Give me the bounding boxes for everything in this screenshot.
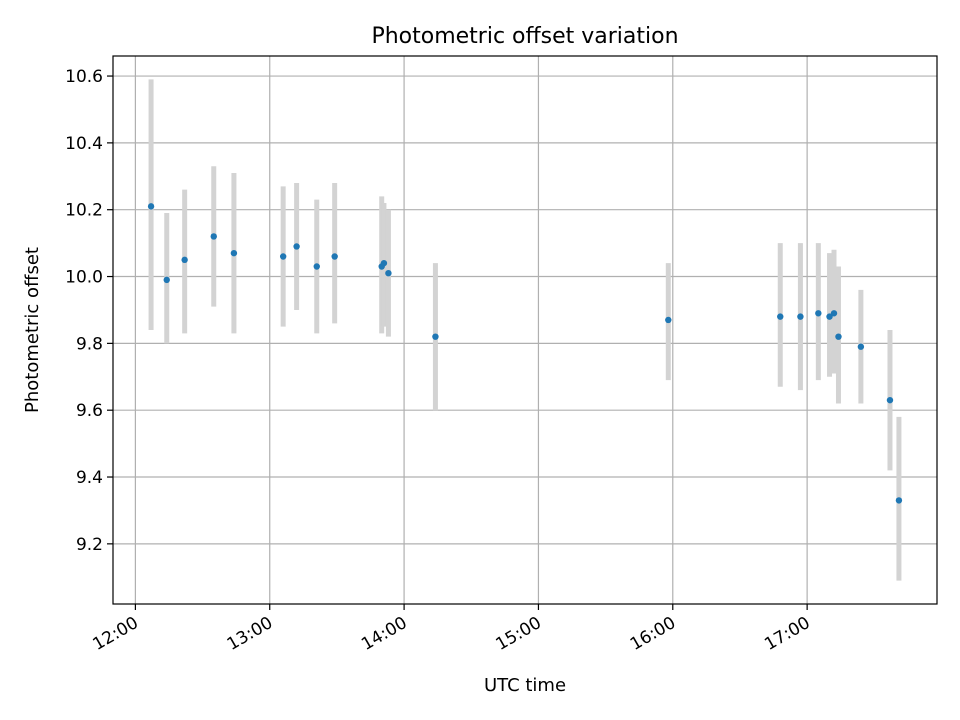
data-point xyxy=(857,343,865,350)
chart-title: Photometric offset variation xyxy=(371,24,678,49)
data-point xyxy=(163,276,170,284)
data-point xyxy=(835,333,842,340)
y-tick-label: 10.6 xyxy=(65,67,103,87)
data-point xyxy=(385,269,392,277)
y-tick-label: 10.0 xyxy=(65,268,103,288)
y-tick-label: 9.4 xyxy=(76,468,103,488)
data-point xyxy=(830,310,838,317)
data-point xyxy=(665,316,672,324)
data-point xyxy=(815,310,822,317)
data-point xyxy=(230,249,238,257)
data-point xyxy=(432,333,439,340)
data-point xyxy=(181,256,188,264)
y-axis: 9.2 9.4 9.6 9.8 10.0 10.2 10.4 10.6 xyxy=(65,67,113,555)
x-axis-label: UTC time xyxy=(484,675,566,696)
data-points xyxy=(147,203,903,504)
data-point xyxy=(279,253,287,260)
y-tick-label: 9.2 xyxy=(76,535,103,555)
data-point xyxy=(777,313,784,320)
data-point xyxy=(331,253,338,260)
y-tick-label: 9.8 xyxy=(76,334,103,354)
plot-frame xyxy=(112,55,938,605)
data-point xyxy=(886,396,894,404)
y-tick-label: 10.4 xyxy=(65,134,103,154)
data-point xyxy=(380,259,388,267)
data-point xyxy=(293,243,300,250)
data-point xyxy=(826,313,833,320)
data-point xyxy=(895,497,903,504)
data-point xyxy=(797,313,804,320)
y-axis-label: Photometric offset xyxy=(22,247,43,413)
data-point xyxy=(147,203,155,210)
data-point xyxy=(210,233,217,240)
y-tick-label: 9.6 xyxy=(76,401,103,421)
y-tick-label: 10.2 xyxy=(65,201,103,221)
data-point xyxy=(313,263,320,270)
